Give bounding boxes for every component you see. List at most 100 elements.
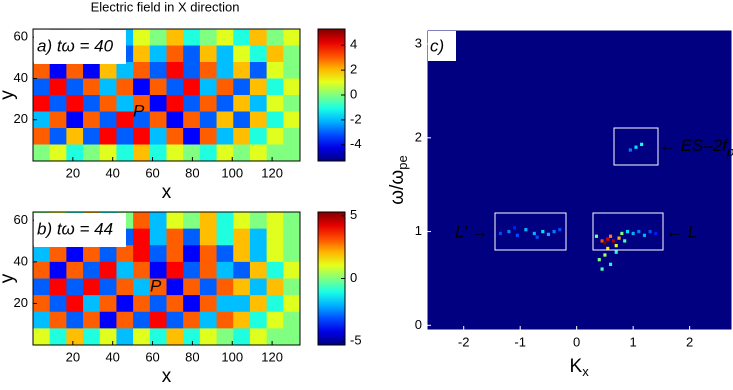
heat-cell (133, 261, 151, 279)
panel-label: c) (430, 36, 444, 55)
heat-cell (233, 295, 251, 313)
spectrum-cell (606, 237, 610, 241)
spectrum-cell (512, 226, 517, 230)
heat-cell (49, 261, 67, 279)
heat-cell (166, 228, 184, 246)
heat-cell (83, 295, 101, 313)
colorbar-tick-label: 0 (350, 270, 357, 285)
heat-cell (266, 295, 284, 313)
spectrum-cell (606, 246, 610, 251)
panel-label: a) tω = 40 (37, 36, 114, 55)
heat-cell (233, 311, 251, 329)
y-tick-label: 60 (14, 29, 28, 44)
panel-label: b) tω = 44 (37, 219, 113, 238)
heat-cell (266, 144, 284, 162)
heat-cell (49, 295, 67, 313)
heat-cell (116, 78, 134, 96)
heat-cell (66, 261, 84, 279)
heat-cell (99, 128, 117, 145)
heat-cell (266, 78, 284, 96)
heat-cell (199, 245, 218, 263)
heat-cell (166, 144, 184, 162)
heat-cell (183, 245, 201, 263)
heat-cell (283, 245, 301, 263)
y-tick-label: 0 (415, 317, 422, 332)
heat-cell (116, 295, 134, 313)
spectrum-cell (515, 233, 519, 237)
heat-cell (283, 78, 301, 96)
heat-cell (149, 29, 167, 46)
heat-cell (66, 78, 84, 96)
heat-cell (233, 45, 251, 63)
x-tick-label: 120 (261, 349, 283, 364)
axes-frame (32, 211, 301, 346)
spectrum-cell (631, 231, 635, 236)
x-tick-label: 100 (221, 165, 243, 180)
heat-cell (233, 328, 251, 346)
panel-label-box (34, 30, 126, 64)
heat-cell (33, 78, 51, 96)
heat-cell (216, 144, 234, 162)
heat-cell (166, 111, 184, 129)
heat-cell (266, 311, 284, 329)
heat-cell (133, 128, 151, 145)
x-tick-label: -1 (514, 334, 526, 349)
heat-cell (283, 311, 301, 329)
heat-cell (166, 62, 184, 79)
panel-label-box (428, 31, 456, 61)
colorbar-tick-label: 5 (350, 207, 357, 222)
annotation: ← L (666, 222, 697, 241)
heat-cell (216, 261, 234, 279)
heat-cell (133, 111, 151, 129)
heat-cell (149, 295, 167, 313)
heat-cell (249, 78, 268, 96)
heat-cell (249, 95, 268, 112)
heat-cell (33, 111, 51, 129)
heat-cell (116, 261, 134, 279)
heat-cell (233, 78, 251, 96)
heat-cell (66, 278, 84, 296)
x-tick-label: 0 (573, 334, 580, 349)
heat-cell (249, 311, 268, 329)
heat-cell (216, 228, 234, 246)
heat-cell (66, 144, 84, 162)
heat-cell (83, 111, 101, 129)
spectrum-cell (535, 235, 539, 239)
y-axis-label: y (0, 273, 18, 283)
annotation: L’ → (455, 222, 488, 241)
heat-cell (33, 311, 51, 329)
heat-cell (216, 111, 234, 129)
heat-cell (266, 328, 284, 346)
spectrum-cell (558, 228, 562, 232)
heat-cell (33, 144, 51, 162)
heat-cell (183, 78, 201, 96)
heat-cell (83, 278, 101, 296)
heat-cell (99, 111, 117, 129)
heat-cell (216, 128, 234, 145)
heat-cell (166, 278, 184, 296)
spectrum-cell (603, 241, 607, 245)
heat-cell (149, 261, 167, 279)
y-tick-label: 20 (14, 111, 28, 126)
heat-cell (116, 278, 134, 296)
heat-cell (199, 311, 218, 329)
colorbar-tick-label: -5 (350, 333, 362, 348)
heat-cell (233, 278, 251, 296)
heat-cell (116, 311, 134, 329)
heat-cell (99, 144, 117, 162)
heat-cell (166, 328, 184, 346)
point-label: P (133, 101, 145, 120)
x-tick-label: 1 (630, 334, 637, 349)
x-tick-label: 20 (66, 349, 80, 364)
heat-cell (133, 95, 151, 112)
heat-cell (249, 261, 268, 279)
heat-cell (249, 45, 268, 63)
heat-cell (49, 111, 67, 129)
heat-cell (116, 245, 134, 263)
heat-cell (83, 144, 101, 162)
heat-cell (149, 311, 167, 329)
heat-cell (249, 212, 268, 230)
spectrum-cell (524, 228, 528, 232)
heat-cell (49, 95, 67, 112)
